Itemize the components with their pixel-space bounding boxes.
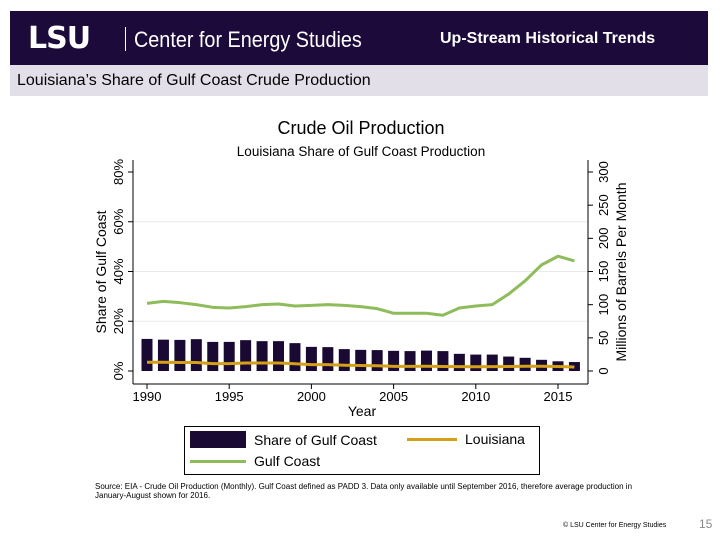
bar-share-2003: [355, 349, 367, 371]
y-tick-label-right: 50: [596, 331, 611, 345]
bar-share-1994: [207, 341, 219, 371]
logo-divider: [125, 27, 126, 51]
y-axis-left-label: Share of Gulf Coast: [93, 210, 109, 333]
chart-subtitle: Louisiana Share of Gulf Coast Production: [237, 144, 485, 159]
x-tick-label: 2000: [297, 389, 326, 404]
legend-label: Share of Gulf Coast: [254, 431, 377, 448]
y-tick-label-right: 150: [596, 261, 611, 283]
bar-share-2007: [420, 350, 432, 371]
bar-share-2010: [470, 354, 482, 371]
x-axis-label: Year: [348, 403, 377, 419]
bar-share-2008: [437, 351, 449, 371]
x-tick-label: 1995: [215, 389, 244, 404]
legend-item-gulf-coast: Gulf Coast: [190, 453, 320, 469]
bar-share-2002: [338, 349, 350, 371]
source-note: Source: EIA - Crude Oil Production (Mont…: [95, 482, 633, 500]
legend-item-louisiana: Louisiana: [407, 431, 525, 447]
bar-share-2009: [453, 353, 465, 371]
bar-share-2011: [486, 354, 498, 371]
slide-title: Louisiana’s Share of Gulf Coast Crude Pr…: [17, 72, 371, 89]
y-tick-label-left: 60%: [111, 208, 126, 234]
bar-share-2005: [388, 350, 400, 371]
line-louisiana: [147, 360, 575, 369]
y-tick-label-right: 0: [596, 367, 611, 374]
bar-share-1992: [174, 339, 186, 371]
legend-swatch-line: [190, 459, 246, 463]
slide-section-title: Up-Stream Historical Trends: [440, 30, 656, 47]
subtitle-band: Louisiana’s Share of Gulf Coast Crude Pr…: [10, 65, 708, 96]
x-tick-label: 1990: [133, 389, 162, 404]
page-number: 15: [699, 517, 713, 531]
legend-label: Gulf Coast: [254, 453, 321, 469]
header-bar: LSU Center for Energy Studies Up-Stream …: [10, 11, 708, 65]
y-tick-label-right: 200: [596, 227, 611, 249]
x-tick-label: 2005: [379, 389, 408, 404]
bar-share-2006: [404, 351, 416, 371]
bar-share-1996: [240, 340, 252, 371]
y-tick-label-left: 20%: [111, 308, 126, 334]
y-axis-right-label: Millions of Barrels Per Month: [613, 183, 629, 362]
legend: Share of Gulf Coast Louisiana Gulf Coast: [184, 426, 540, 475]
bar-share-1995: [223, 341, 235, 371]
bar-share-1998: [273, 341, 285, 371]
x-tick-label: 2010: [461, 389, 490, 404]
line-gulf-coast: [146, 254, 575, 317]
bar-share-2001: [322, 347, 334, 371]
chart-title: Crude Oil Production: [277, 118, 444, 138]
y-tick-label-left: 80%: [111, 159, 126, 185]
y-tick-label-left: 40%: [111, 258, 126, 284]
y-tick-label-right: 250: [596, 194, 611, 216]
lsu-logo: LSU: [28, 21, 91, 56]
bar-share-1993: [190, 339, 202, 371]
bar-share-1990: [141, 338, 153, 371]
legend-item-share: Share of Gulf Coast: [190, 431, 377, 448]
y-tick-label-right: 100: [596, 294, 611, 316]
x-tick-label: 2015: [544, 389, 573, 404]
bar-share-2012: [503, 356, 515, 371]
org-name: Center for Energy Studies: [134, 27, 362, 52]
bar-share-1999: [289, 343, 301, 371]
legend-label: Louisiana: [465, 431, 525, 447]
bar-share-2000: [305, 346, 317, 371]
y-tick-label-left: 0%: [111, 361, 126, 380]
legend-swatch-bar: [190, 431, 246, 448]
bar-share-2013: [519, 357, 531, 371]
bar-share-2004: [371, 350, 383, 371]
bar-share-1997: [256, 341, 268, 371]
legend-swatch-line: [407, 437, 457, 441]
y-tick-label-right: 300: [596, 161, 611, 183]
copyright: © LSU Center for Energy Studies: [563, 522, 667, 529]
bar-share-1991: [157, 339, 169, 371]
